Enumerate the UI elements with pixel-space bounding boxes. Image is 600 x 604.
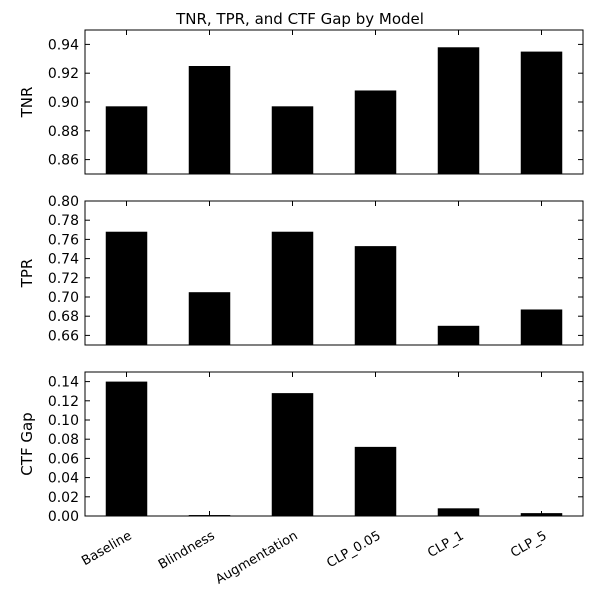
bar-clp-0-05 xyxy=(354,446,397,516)
y-tick-label: 0.92 xyxy=(48,66,79,82)
y-tick-label: 0.74 xyxy=(48,252,79,268)
y-tick-label: 0.80 xyxy=(48,194,79,210)
bar-clp-5 xyxy=(520,51,563,174)
panel-2: 0.66 0.68 0.70 0.72 0.74 0.76 0.78 0.80 TPR xyxy=(18,194,584,346)
y-axis-label: TNR xyxy=(18,87,36,119)
y-tick-label: 0.78 xyxy=(48,213,79,229)
bar-augmentation xyxy=(271,393,314,516)
x-tick-label: Augmentation xyxy=(213,528,300,587)
bar-clp-0-05 xyxy=(354,246,397,345)
x-tick-label: Blindness xyxy=(156,528,218,572)
bar-baseline xyxy=(105,106,148,174)
axes-frame xyxy=(84,29,584,175)
y-tick-label: 0.76 xyxy=(48,232,79,248)
y-axis-label: CTF Gap xyxy=(18,412,36,475)
x-tick-label: CLP_5 xyxy=(508,528,549,560)
y-tick-label: 0.04 xyxy=(48,471,79,487)
y-tick-label: 0.08 xyxy=(48,432,79,448)
y-tick-label: 0.94 xyxy=(48,37,79,53)
y-tick-label: 0.68 xyxy=(48,309,79,325)
y-tick-label: 0.10 xyxy=(48,413,79,429)
y-tick-label: 0.12 xyxy=(48,394,79,410)
x-tick-label: CLP_1 xyxy=(425,528,466,560)
y-tick-label: 0.90 xyxy=(48,95,79,111)
panel-3: 0.00 0.02 0.04 0.06 0.08 0.10 0.12 0.14 CTF Gap xyxy=(18,371,584,525)
bar-baseline xyxy=(105,231,148,345)
bar-augmentation xyxy=(271,231,314,345)
chart-title: TNR, TPR, and CTF Gap by Model xyxy=(175,10,424,28)
panel-1: 0.86 0.88 0.90 0.92 0.94 TNR xyxy=(18,29,584,175)
y-tick-label: 0.66 xyxy=(48,328,79,344)
bar-augmentation xyxy=(271,106,314,174)
y-tick-label: 0.06 xyxy=(48,451,79,467)
bar-clp-0-05 xyxy=(354,90,397,174)
x-tick-label: Baseline xyxy=(79,528,134,569)
bar-blindness xyxy=(188,292,231,345)
bar-clp-5 xyxy=(520,309,563,345)
x-tick-label: CLP_0.05 xyxy=(324,528,383,571)
axes-frame xyxy=(84,200,584,346)
bar-clp-1 xyxy=(437,47,480,174)
y-tick-label: 0.72 xyxy=(48,271,79,287)
y-axis-label: TPR xyxy=(18,259,36,289)
y-tick-label: 0.70 xyxy=(48,290,79,306)
axes-frame xyxy=(84,371,584,517)
y-tick-label: 0.00 xyxy=(48,509,79,525)
bar-clp-1 xyxy=(437,325,480,345)
y-tick-label: 0.86 xyxy=(48,153,79,169)
y-tick-label: 0.02 xyxy=(48,490,79,506)
bar-blindness xyxy=(188,66,231,174)
bar-baseline xyxy=(105,381,148,516)
y-tick-label: 0.88 xyxy=(48,124,79,140)
y-tick-label: 0.14 xyxy=(48,375,79,391)
